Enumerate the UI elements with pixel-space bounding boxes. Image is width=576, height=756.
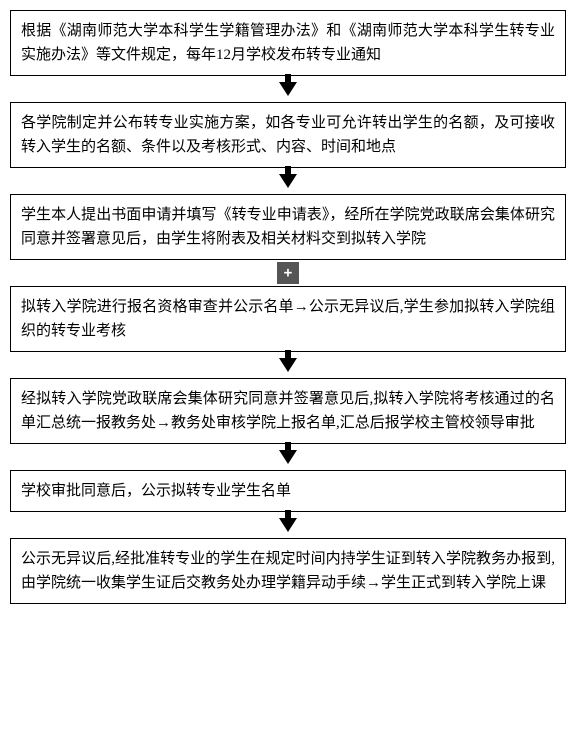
plus-icon xyxy=(277,262,299,284)
flow-arrow-5 xyxy=(10,443,566,471)
flow-node-6: 学校审批同意后，公示拟转专业学生名单 xyxy=(10,470,566,512)
flowchart-container: 根据《湖南师范大学本科学生学籍管理办法》和《湖南师范大学本科学生转专业实施办法》… xyxy=(10,10,566,604)
flow-node-1: 根据《湖南师范大学本科学生学籍管理办法》和《湖南师范大学本科学生转专业实施办法》… xyxy=(10,10,566,76)
flow-arrow-2 xyxy=(10,167,566,195)
flow-node-2: 各学院制定并公布转专业实施方案，如各专业可允许转出学生的名额，及可接收转入学生的… xyxy=(10,102,566,168)
flow-arrow-1 xyxy=(10,75,566,103)
flow-connector-plus xyxy=(10,259,566,287)
flow-node-4: 拟转入学院进行报名资格审查并公示名单→公示无异议后,学生参加拟转入学院组织的转专… xyxy=(10,286,566,352)
flow-node-5: 经拟转入学院党政联席会集体研究同意并签署意见后,拟转入学院将考核通过的名单汇总统… xyxy=(10,378,566,444)
flow-node-7: 公示无异议后,经批准转专业的学生在规定时间内持学生证到转入学院教务办报到,由学院… xyxy=(10,538,566,604)
flow-arrow-4 xyxy=(10,351,566,379)
flow-arrow-6 xyxy=(10,511,566,539)
flow-node-3: 学生本人提出书面申请并填写《转专业申请表》，经所在学院党政联席会集体研究同意并签… xyxy=(10,194,566,260)
